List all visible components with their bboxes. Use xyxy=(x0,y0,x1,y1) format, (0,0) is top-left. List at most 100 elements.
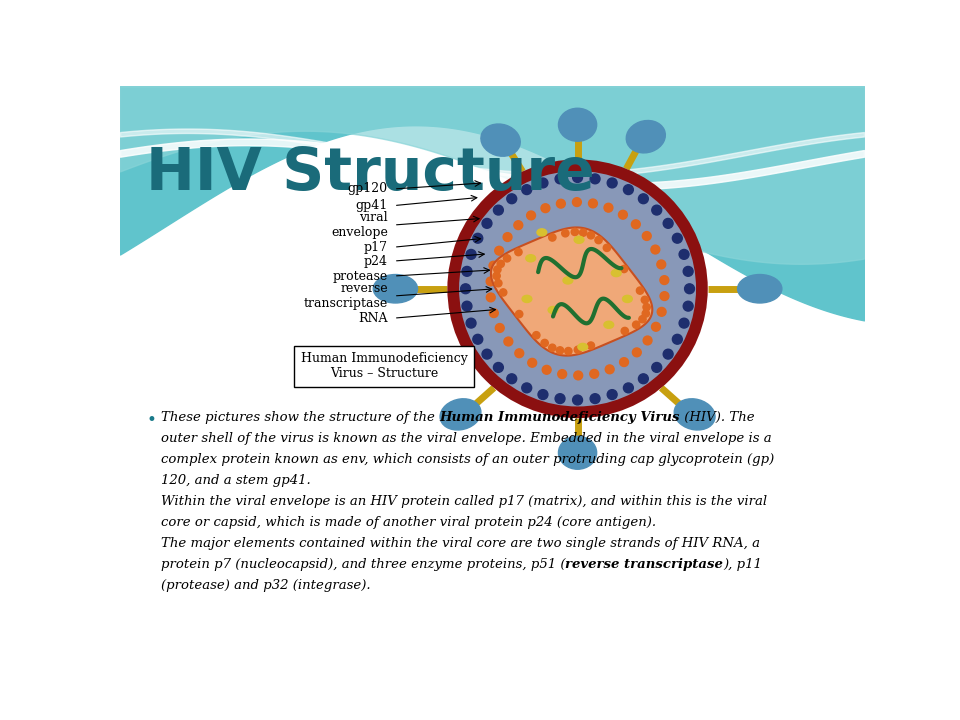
Ellipse shape xyxy=(684,266,693,276)
Ellipse shape xyxy=(461,284,470,294)
Ellipse shape xyxy=(490,309,498,318)
Ellipse shape xyxy=(642,310,650,317)
Ellipse shape xyxy=(522,383,532,393)
Ellipse shape xyxy=(672,334,683,344)
Ellipse shape xyxy=(618,210,627,219)
Ellipse shape xyxy=(604,203,612,212)
Ellipse shape xyxy=(514,221,523,230)
Text: The major elements contained within the viral core are two single strands of HIV: The major elements contained within the … xyxy=(161,537,760,550)
Ellipse shape xyxy=(642,232,651,240)
Ellipse shape xyxy=(494,279,502,287)
Ellipse shape xyxy=(559,436,597,469)
Ellipse shape xyxy=(538,390,548,400)
Ellipse shape xyxy=(507,374,516,384)
Ellipse shape xyxy=(574,371,583,380)
Ellipse shape xyxy=(495,323,504,333)
Ellipse shape xyxy=(621,328,629,335)
Ellipse shape xyxy=(571,228,579,235)
Ellipse shape xyxy=(557,347,564,354)
Text: RNA: RNA xyxy=(358,312,388,325)
Ellipse shape xyxy=(503,255,511,262)
Ellipse shape xyxy=(660,292,669,300)
Ellipse shape xyxy=(572,173,583,182)
Ellipse shape xyxy=(578,343,588,351)
Ellipse shape xyxy=(473,233,483,243)
Ellipse shape xyxy=(580,229,587,236)
Ellipse shape xyxy=(626,120,665,153)
Ellipse shape xyxy=(641,296,649,304)
Text: outer shell of the virus is known as the viral envelope. Embedded in the viral e: outer shell of the virus is known as the… xyxy=(161,432,772,445)
Text: gp120: gp120 xyxy=(348,182,388,195)
Ellipse shape xyxy=(440,399,481,430)
Ellipse shape xyxy=(522,185,532,194)
Text: These pictures show the structure of the: These pictures show the structure of the xyxy=(161,410,439,424)
Ellipse shape xyxy=(484,196,671,382)
Ellipse shape xyxy=(658,307,666,316)
Ellipse shape xyxy=(563,277,573,284)
Ellipse shape xyxy=(636,287,643,294)
Text: complex protein known as env, which consists of an outer protruding cap glycopro: complex protein known as env, which cons… xyxy=(161,453,774,466)
Ellipse shape xyxy=(482,218,492,228)
Ellipse shape xyxy=(679,318,689,328)
Ellipse shape xyxy=(487,293,495,302)
Ellipse shape xyxy=(557,199,565,208)
Ellipse shape xyxy=(522,295,532,302)
Ellipse shape xyxy=(473,334,483,344)
Ellipse shape xyxy=(549,344,556,351)
Text: •: • xyxy=(146,410,156,428)
Ellipse shape xyxy=(589,369,599,378)
Text: viral
envelope: viral envelope xyxy=(331,211,388,239)
Ellipse shape xyxy=(462,301,472,311)
Ellipse shape xyxy=(541,339,548,346)
Text: p24: p24 xyxy=(364,255,388,268)
Text: Human Immunodeficiency Virus: Human Immunodeficiency Virus xyxy=(439,410,680,424)
Ellipse shape xyxy=(562,230,569,237)
Ellipse shape xyxy=(588,342,594,349)
Ellipse shape xyxy=(527,211,536,220)
Ellipse shape xyxy=(515,349,524,358)
Ellipse shape xyxy=(542,366,551,374)
Ellipse shape xyxy=(633,348,641,356)
Ellipse shape xyxy=(603,244,611,251)
Ellipse shape xyxy=(652,205,661,215)
Ellipse shape xyxy=(623,383,634,393)
Text: p17: p17 xyxy=(364,240,388,253)
Ellipse shape xyxy=(537,229,547,236)
Ellipse shape xyxy=(674,399,715,430)
Ellipse shape xyxy=(672,233,683,243)
Ellipse shape xyxy=(564,348,572,355)
Text: protease: protease xyxy=(332,269,388,282)
Text: reverse transcriptase: reverse transcriptase xyxy=(565,558,723,571)
Ellipse shape xyxy=(548,307,558,314)
Ellipse shape xyxy=(657,260,665,269)
Ellipse shape xyxy=(608,178,617,188)
Ellipse shape xyxy=(663,349,673,359)
Text: HIV Structure: HIV Structure xyxy=(146,145,595,202)
Ellipse shape xyxy=(482,349,492,359)
Text: Within the viral envelope is an HIV protein called p17 (matrix), and within this: Within the viral envelope is an HIV prot… xyxy=(161,495,767,508)
Ellipse shape xyxy=(558,369,566,379)
Ellipse shape xyxy=(447,159,708,418)
Ellipse shape xyxy=(516,310,523,318)
Ellipse shape xyxy=(528,359,537,367)
Ellipse shape xyxy=(559,108,597,141)
Ellipse shape xyxy=(663,218,673,228)
Ellipse shape xyxy=(620,266,628,273)
Ellipse shape xyxy=(588,199,597,208)
Ellipse shape xyxy=(555,174,565,184)
Ellipse shape xyxy=(652,362,661,372)
Ellipse shape xyxy=(481,124,520,156)
Ellipse shape xyxy=(526,255,536,262)
Polygon shape xyxy=(491,228,652,356)
Ellipse shape xyxy=(684,284,694,294)
Ellipse shape xyxy=(467,318,476,328)
Ellipse shape xyxy=(595,236,602,243)
Ellipse shape xyxy=(497,260,504,267)
Ellipse shape xyxy=(651,245,660,254)
Ellipse shape xyxy=(533,332,540,339)
Ellipse shape xyxy=(494,246,504,255)
Ellipse shape xyxy=(643,304,650,311)
Ellipse shape xyxy=(504,337,513,346)
Ellipse shape xyxy=(623,185,634,194)
Text: gp41: gp41 xyxy=(355,199,388,212)
